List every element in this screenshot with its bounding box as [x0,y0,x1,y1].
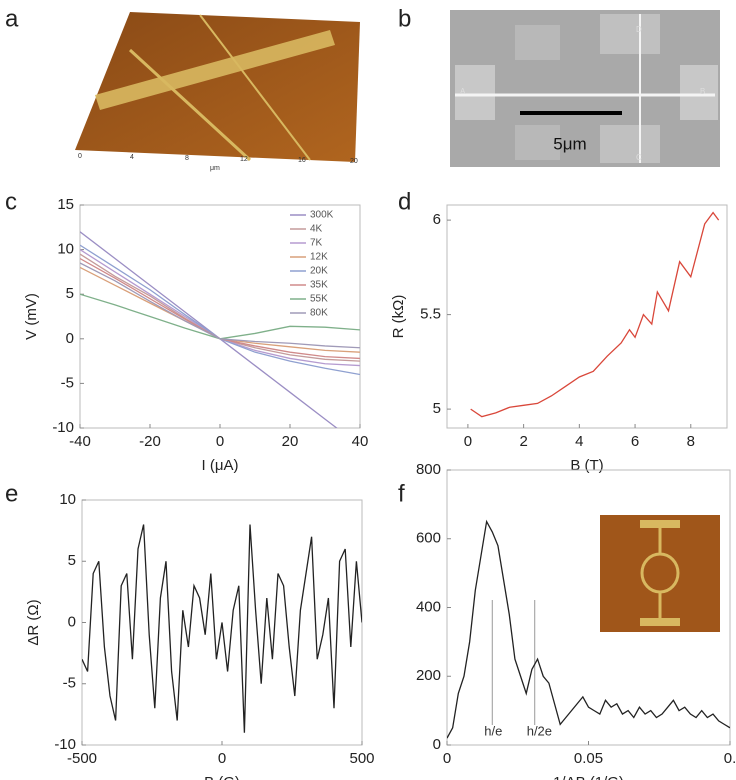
legend-label: 12K [310,252,328,263]
y-tick-label: 5 [68,552,76,569]
x-tick-label: 0 [443,750,451,767]
y-tick-label: 200 [416,667,441,684]
y-tick-label: 6 [433,211,441,228]
scale-bar-label: 5μm [553,134,586,153]
afm-unit: μm [210,165,220,172]
afm-tick: 0 [78,153,82,160]
x-tick-label: 4 [575,433,583,450]
x-tick-label: 0 [218,750,226,767]
panel-label: f [398,480,405,507]
sem-image: 5μm A B C D [450,10,720,167]
plot-frame [446,204,728,429]
panel-label: a [5,5,19,32]
panel-label: d [398,188,411,215]
afm-tick: 12 [240,156,248,163]
legend-label: 35K [310,280,328,291]
legend-label: 80K [310,308,328,319]
terminal-label: C [636,153,642,162]
y-tick-label: 600 [416,530,441,547]
inset-image [600,515,720,632]
x-tick-label: -40 [69,433,91,450]
x-tick-label: -500 [67,750,97,767]
x-axis-label: 1/ΔB (1/G) [553,774,624,780]
x-tick-label: 0.05 [574,750,603,767]
series-line [470,211,720,418]
x-tick-label: 0. [724,750,736,767]
series-line [447,519,730,739]
legend-label: 4K [310,224,323,235]
series-line [82,524,362,733]
afm-tick: 16 [298,157,306,164]
x-tick-label: 20 [282,433,299,450]
y-tick-label: 5 [66,285,74,302]
y-axis-label: ΔR (Ω) [25,599,42,645]
y-tick-label: -5 [63,675,76,692]
y-tick-label: 15 [57,196,74,213]
y-tick-label: 0 [66,330,74,347]
x-tick-label: 2 [519,433,527,450]
x-tick-label: 6 [631,433,639,450]
legend-label: 7K [310,238,323,249]
afm-tick: 8 [185,155,189,162]
terminal-label: B [700,87,705,96]
x-tick-label: 0 [216,433,224,450]
y-tick-label: 5 [433,400,441,417]
annotation: h/e [484,723,502,738]
x-axis-label: I (μA) [202,457,239,474]
terminal-label: A [460,87,466,96]
panel-label: b [398,5,411,32]
y-tick-label: 10 [57,241,74,258]
legend-label: 55K [310,294,328,305]
x-tick-label: 500 [349,750,374,767]
y-tick-label: -5 [61,374,74,391]
y-tick-label: 0 [68,613,76,630]
panel-label: c [5,188,17,215]
y-tick-label: -10 [52,419,74,436]
afm-image: 0 4 8 12 16 20 μm [75,12,360,172]
y-tick-label: 400 [416,598,441,615]
y-tick-label: 5.5 [420,306,441,323]
y-tick-label: -10 [54,736,76,753]
afm-tick: 4 [130,154,134,161]
legend-label: 20K [310,266,328,277]
y-tick-label: 0 [433,736,441,753]
x-tick-label: 40 [352,433,369,450]
x-tick-label: -20 [139,433,161,450]
y-axis-label: V (mV) [23,293,40,340]
x-axis-label: B (G) [204,774,240,780]
annotation: h/2e [527,723,552,738]
y-tick-label: 10 [59,491,76,508]
panel-label: e [5,480,18,507]
y-axis-label: R (kΩ) [390,295,407,339]
x-tick-label: 0 [464,433,472,450]
terminal-label: D [636,25,642,34]
y-tick-label: 800 [416,461,441,478]
x-axis-label: B (T) [570,457,603,474]
series-line [80,262,360,349]
x-tick-label: 8 [687,433,695,450]
legend-label: 300K [310,210,334,221]
afm-tick: 20 [350,158,358,165]
